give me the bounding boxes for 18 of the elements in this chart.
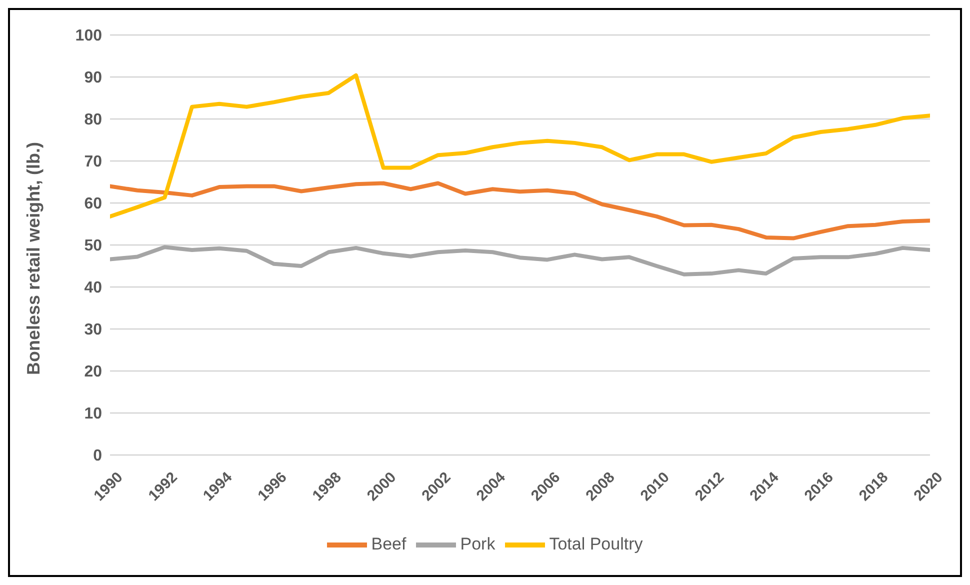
legend-label: Total Poultry	[549, 534, 643, 554]
y-tick-label: 100	[75, 28, 102, 45]
legend-label: Beef	[371, 534, 406, 554]
y-tick-label: 0	[93, 448, 102, 465]
y-axis-title: Boneless retail weight, (lb.)	[23, 142, 44, 375]
line-series	[110, 181, 930, 240]
line-series	[110, 73, 930, 218]
y-tick-label: 40	[84, 280, 102, 297]
line-series	[110, 245, 930, 276]
y-tick-label: 70	[84, 154, 102, 171]
y-tick-label: 50	[84, 238, 102, 255]
y-tick-label: 20	[84, 364, 102, 381]
y-tick-label: 80	[84, 112, 102, 129]
y-tick-label: 10	[84, 406, 102, 423]
legend-label: Pork	[460, 534, 496, 554]
y-tick-label: 30	[84, 322, 102, 339]
y-tick-label: 90	[84, 70, 102, 87]
y-tick-label: 60	[84, 196, 102, 213]
